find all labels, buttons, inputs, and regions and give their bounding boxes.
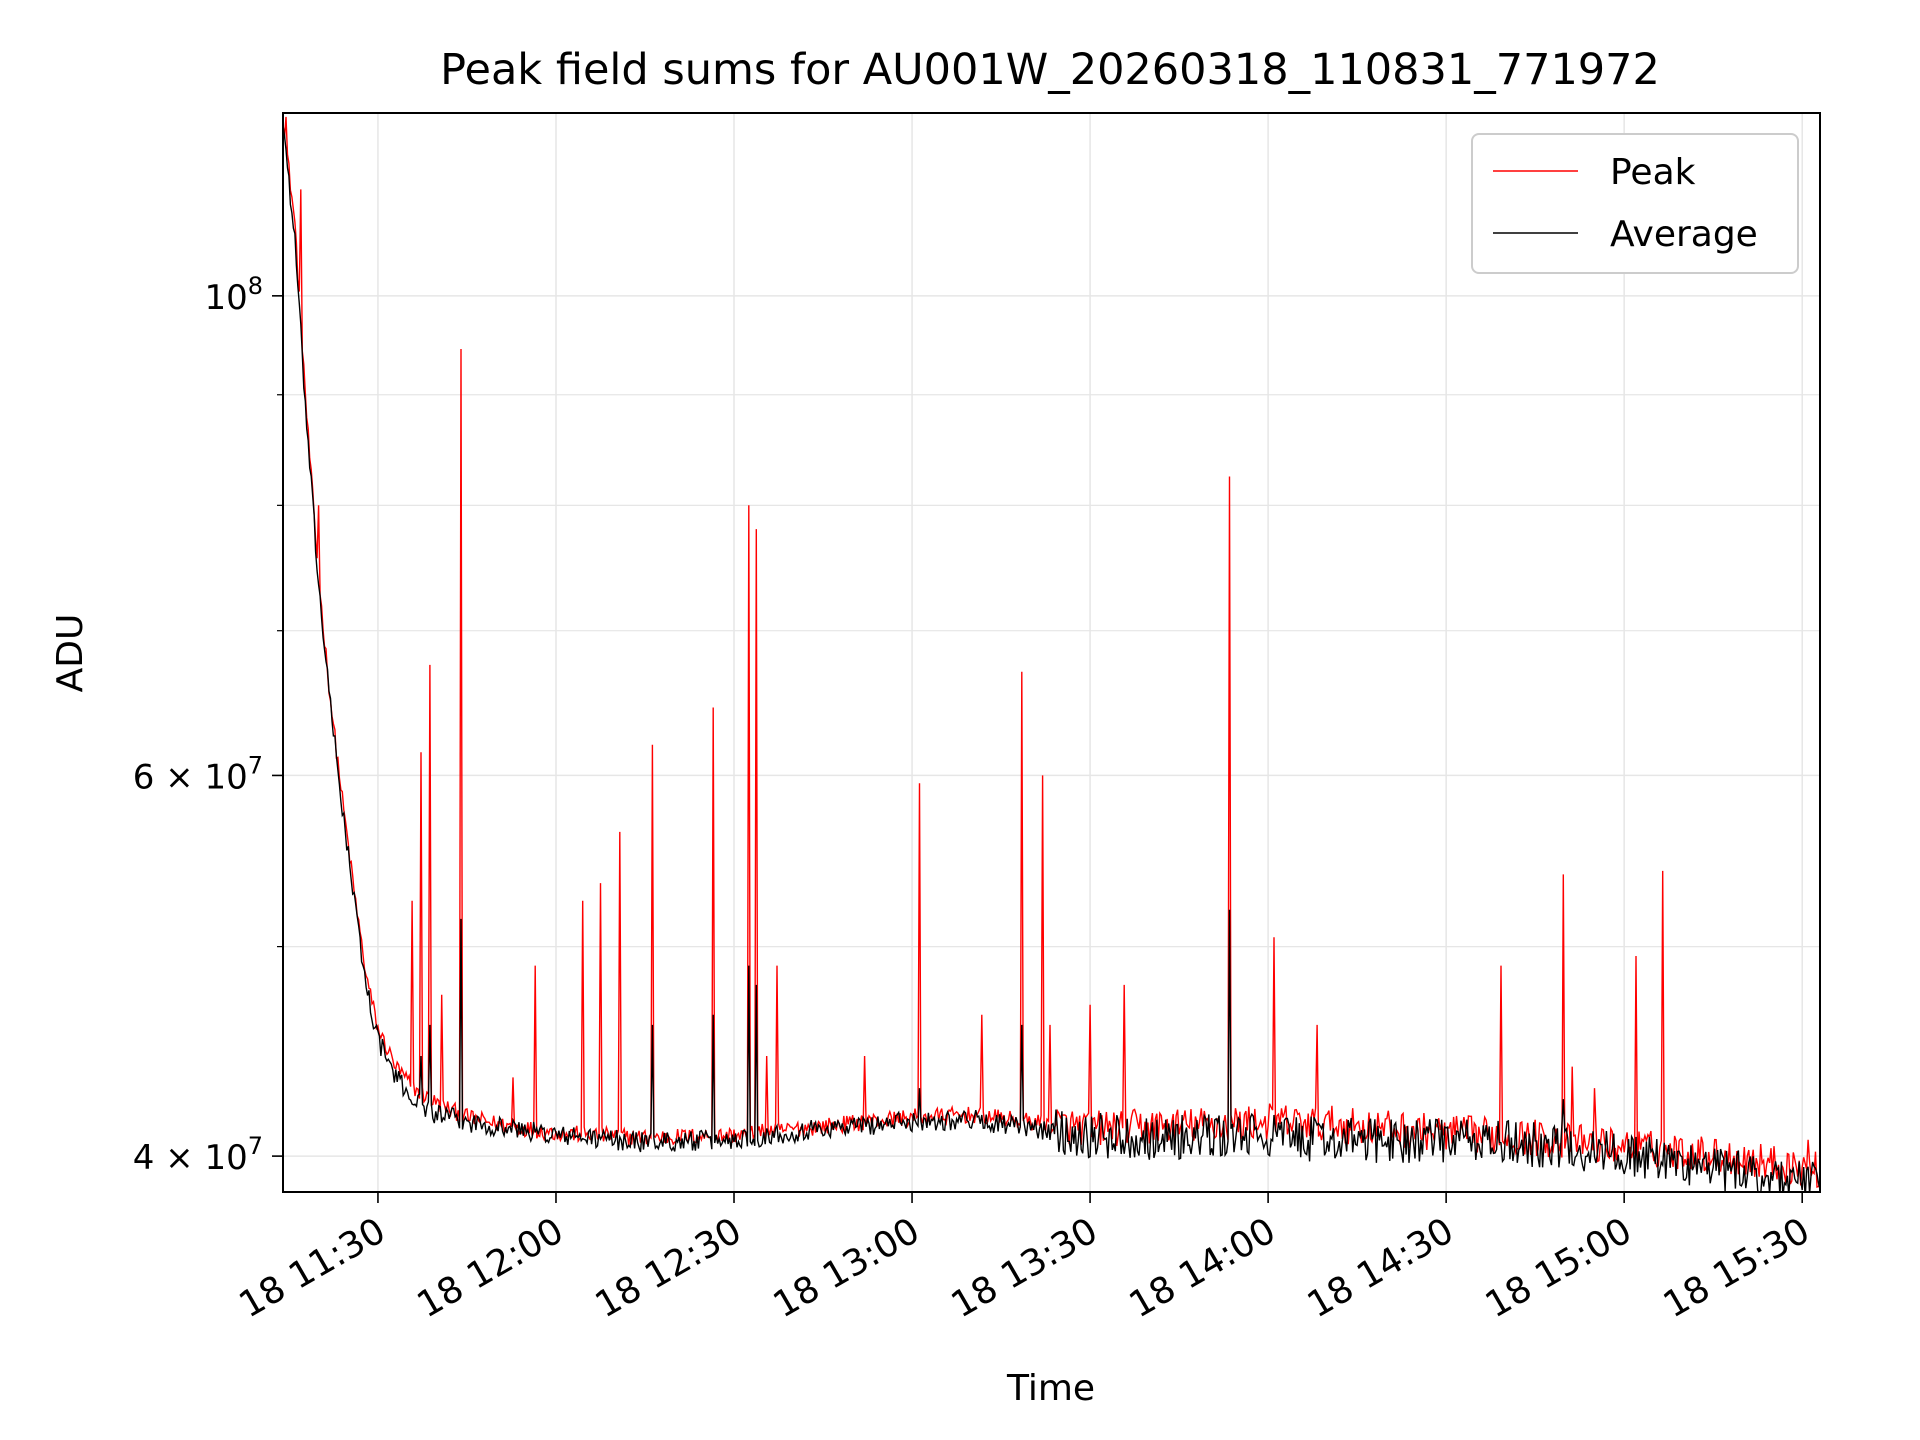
legend-label-average: Average — [1610, 214, 1758, 255]
legend: Peak Average — [1471, 133, 1799, 274]
y-tick-exponent: 8 — [248, 272, 263, 300]
series-line-peak — [283, 116, 1820, 1188]
legend-box — [1471, 133, 1799, 274]
y-tick-label: 6 × 107 — [133, 751, 263, 797]
y-tick-exponent: 7 — [248, 1132, 263, 1160]
x-axis-label: Time — [1006, 1368, 1095, 1409]
y-tick-exponent: 7 — [248, 751, 263, 779]
y-tick-label: 108 — [204, 272, 263, 318]
legend-label-peak: Peak — [1610, 152, 1696, 193]
y-tick-mantissa: 4 × 10 — [133, 1138, 248, 1178]
y-axis-label: ADU — [50, 614, 91, 693]
y-tick-mantissa: 10 — [204, 278, 247, 318]
y-tick-mantissa: 6 × 10 — [133, 757, 248, 797]
axes-frame — [282, 112, 1821, 1193]
series-line-average — [283, 124, 1820, 1192]
plot-area — [283, 116, 1820, 1192]
chart-title: Peak field sums for AU001W_20260318_1108… — [440, 45, 1660, 95]
gridlines — [283, 113, 1820, 1192]
y-tick-label: 4 × 107 — [133, 1132, 263, 1178]
